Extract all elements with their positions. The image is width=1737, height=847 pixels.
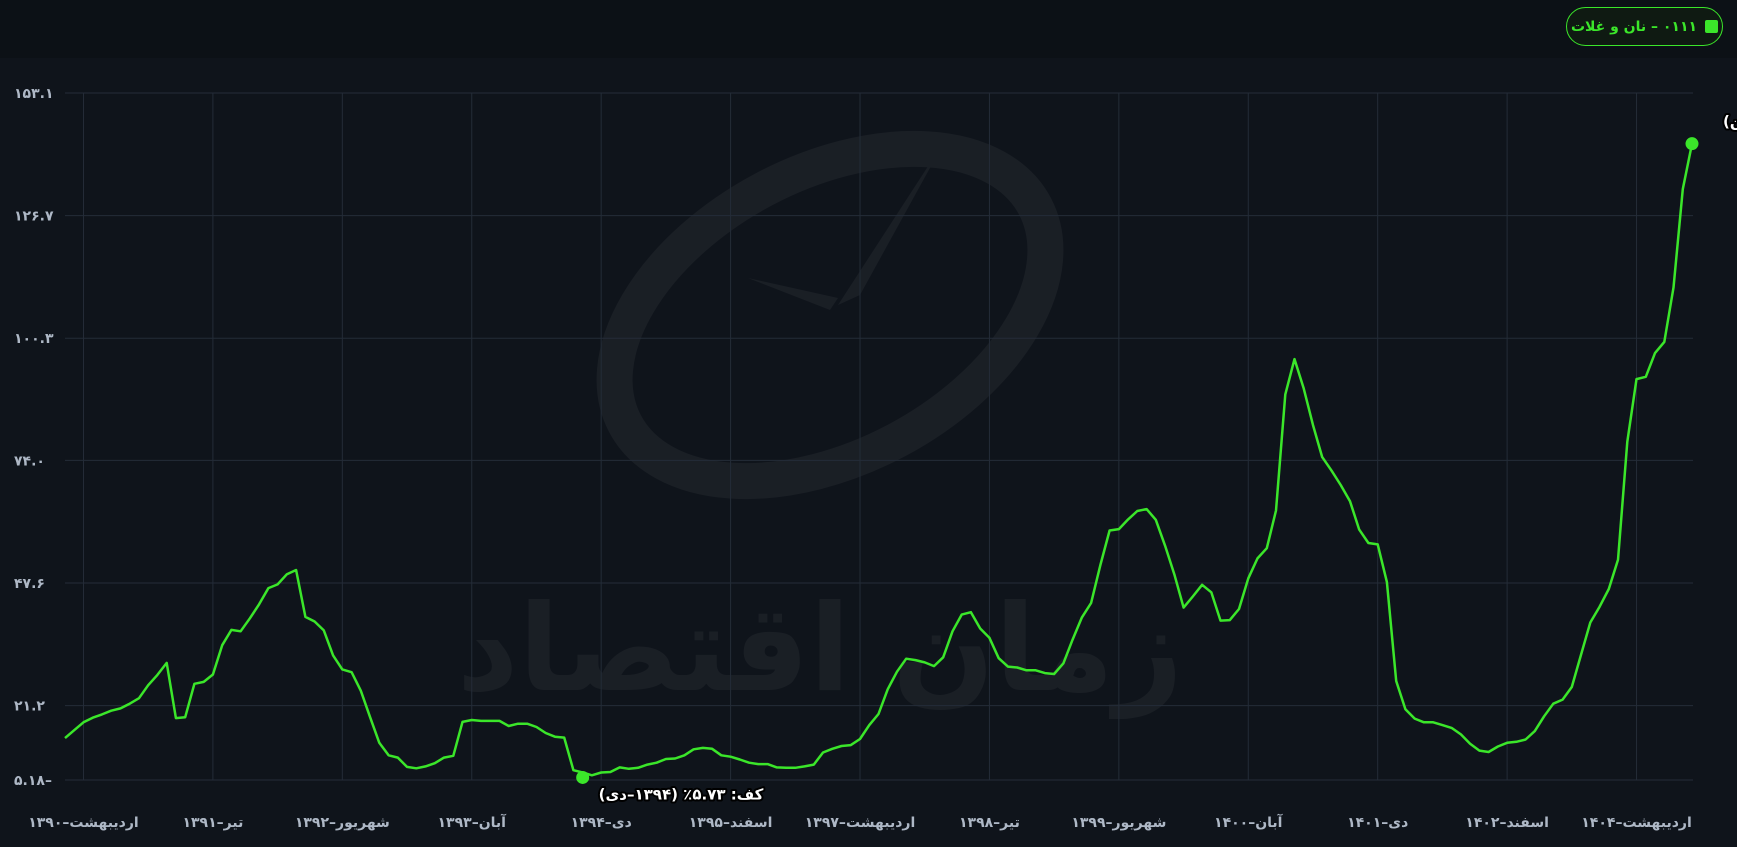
y-tick-label: ۵.۱۸–: [14, 773, 52, 789]
legend-chip[interactable]: ۰۱۱۱ – نان و غلات: [1566, 7, 1723, 46]
y-tick-label: ۷۴.۰: [14, 453, 45, 469]
y-tick-label: ۱۵۳.۱: [14, 86, 54, 102]
x-tick-label: ۱۳۹۵–اسفند: [689, 815, 773, 831]
x-tick-label: ۱۳۹۷–اردیبهشت: [805, 815, 916, 831]
y-tick-label: ۴۷.۶: [14, 576, 45, 592]
annotation-point: [1685, 137, 1699, 151]
y-tick-label: ۲۱.۲: [14, 699, 45, 715]
x-tick-label: ۱۳۹۹–شهریور: [1071, 815, 1166, 831]
watermark-text: زمان اقتصاد: [457, 580, 1183, 719]
x-axis: ۱۳۹۰–اردیبهشت ۱۳۹۱–تیر ۱۳۹۲–شهریور ۱۳۹۳–آبا…: [28, 813, 1692, 831]
y-tick-label: ۱۰۰.۳: [14, 331, 54, 347]
legend-label: ۰۱۱۱ – نان و غلات: [1570, 18, 1698, 35]
y-axis: ۱۵۳.۱ ۱۲۶.۷ ۱۰۰.۳ ۷۴.۰ ۴۷.۶ ۲۱.۲ ۵.۱۸–: [14, 86, 54, 789]
watermark-logo: زمان اقتصاد: [457, 130, 1183, 719]
annotation-label: سقف: ۱۴۲.۱۹٪ (۱۴۰۴–بهمن): [1723, 113, 1737, 131]
x-tick-label: ۱۴۰۰–آبان: [1214, 813, 1284, 831]
grid-lines: [65, 92, 1693, 781]
x-tick-label: ۱۳۹۱–تیر: [182, 815, 243, 831]
chart-toolbar: [0, 0, 1737, 58]
series-line: [64, 143, 1694, 777]
x-tick-label: ۱۴۰۴–اردیبهشت: [1581, 815, 1692, 831]
x-tick-label: ۱۴۰۲–اسفند: [1465, 815, 1549, 831]
x-tick-label: ۱۳۹۲–شهریور: [295, 815, 390, 831]
annotation-label: کف: ۵.۷۳٪ (۱۳۹۴–دی): [599, 785, 764, 803]
x-tick-label: ۱۳۹۸–تیر: [959, 815, 1020, 831]
legend-swatch: [1705, 20, 1719, 33]
x-tick-label: ۱۴۰۱–دی: [1347, 815, 1408, 831]
x-tick-label: ۱۳۹۴–دی: [571, 815, 632, 831]
y-tick-label: ۱۲۶.۷: [14, 209, 54, 225]
annotation-markers: کف: ۵.۷۳٪ (۱۳۹۴–دی) سقف: ۱۴۲.۱۹٪ (۱۴۰۴–به…: [576, 111, 1737, 805]
annotation-point: [576, 770, 590, 784]
x-tick-label: ۱۳۹۳–آبان: [438, 813, 508, 831]
x-tick-label: ۱۳۹۰–اردیبهشت: [28, 815, 139, 831]
